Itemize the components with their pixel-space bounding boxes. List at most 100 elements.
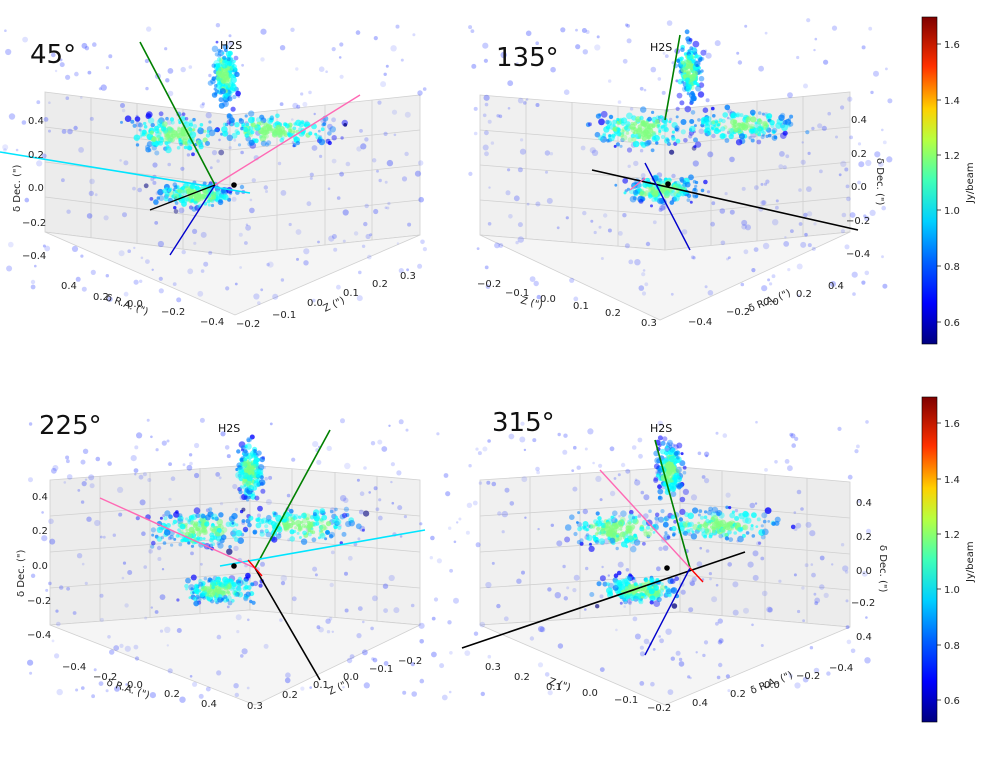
background-point bbox=[226, 454, 231, 459]
emission-point bbox=[603, 530, 607, 534]
emission-point bbox=[623, 191, 627, 195]
emission-point bbox=[757, 125, 764, 132]
emission-point bbox=[629, 195, 637, 203]
emission-point bbox=[321, 514, 328, 521]
emission-point bbox=[659, 186, 666, 194]
background-point bbox=[27, 659, 34, 666]
panel-135-black-axis bbox=[591, 169, 859, 231]
background-point bbox=[134, 656, 140, 661]
background-point bbox=[197, 290, 204, 297]
background-point bbox=[316, 625, 321, 630]
background-point bbox=[190, 551, 194, 556]
emission-point bbox=[680, 47, 685, 52]
emission-point bbox=[214, 83, 218, 88]
tick-label: −0.2 bbox=[161, 307, 185, 318]
emission-point bbox=[199, 123, 204, 127]
background-point bbox=[77, 489, 81, 492]
background-point bbox=[240, 150, 244, 155]
emission-point bbox=[255, 518, 260, 523]
background-point bbox=[788, 673, 793, 678]
background-point bbox=[393, 607, 400, 614]
emission-point bbox=[676, 92, 683, 99]
emission-point bbox=[689, 46, 694, 51]
background-point bbox=[349, 654, 355, 659]
background-point bbox=[715, 621, 719, 626]
emission-point bbox=[637, 133, 641, 138]
emission-point bbox=[235, 90, 241, 97]
emission-point bbox=[190, 574, 197, 581]
background-point bbox=[844, 167, 849, 172]
emission-point bbox=[738, 133, 746, 140]
background-point bbox=[151, 268, 154, 271]
background-point bbox=[857, 180, 861, 185]
emission-point bbox=[292, 144, 296, 148]
emission-point bbox=[689, 200, 693, 204]
emission-point bbox=[657, 435, 663, 441]
panel-225-angle-label: 225° bbox=[39, 411, 102, 441]
background-point bbox=[789, 432, 794, 437]
background-point bbox=[267, 261, 274, 268]
emission-point bbox=[693, 137, 698, 143]
emission-point bbox=[686, 84, 692, 90]
background-point bbox=[508, 433, 515, 440]
emission-point bbox=[736, 126, 742, 132]
emission-point bbox=[236, 131, 241, 135]
background-point bbox=[717, 618, 723, 624]
background-point bbox=[373, 486, 378, 491]
background-point bbox=[449, 651, 453, 655]
background-point bbox=[760, 200, 766, 206]
background-point bbox=[363, 682, 370, 689]
background-point bbox=[699, 546, 702, 550]
emission-point bbox=[708, 534, 713, 539]
background-point bbox=[441, 694, 448, 701]
emission-point bbox=[261, 456, 266, 460]
background-point bbox=[525, 30, 532, 37]
emission-point bbox=[693, 145, 697, 149]
background-point bbox=[121, 576, 125, 580]
emission-point bbox=[243, 596, 249, 602]
emission-point bbox=[620, 510, 627, 517]
background-point bbox=[678, 657, 683, 662]
background-point bbox=[192, 681, 198, 687]
emission-point bbox=[641, 127, 648, 134]
emission-point bbox=[322, 122, 327, 126]
panel-225-title: H2S bbox=[218, 422, 240, 435]
tick-label: −0.1 bbox=[369, 664, 393, 675]
background-point bbox=[123, 160, 129, 166]
background-point bbox=[688, 134, 693, 139]
background-point bbox=[628, 601, 632, 605]
panel-135-axes-lines bbox=[591, 34, 859, 251]
emission-point bbox=[170, 543, 174, 547]
emission-point bbox=[687, 71, 691, 76]
emission-point bbox=[218, 67, 224, 73]
background-point bbox=[186, 153, 191, 157]
background-point bbox=[639, 651, 646, 657]
background-point bbox=[881, 205, 886, 211]
background-point bbox=[447, 620, 452, 625]
background-point bbox=[475, 542, 481, 548]
background-point bbox=[521, 476, 528, 483]
background-point bbox=[168, 462, 173, 466]
background-point bbox=[199, 417, 205, 423]
background-point bbox=[858, 161, 865, 168]
emission-point bbox=[595, 520, 603, 527]
emission-point bbox=[616, 131, 622, 137]
emission-point bbox=[634, 515, 638, 520]
background-point bbox=[595, 475, 602, 482]
background-point bbox=[725, 674, 731, 679]
background-point bbox=[80, 500, 85, 504]
tick-label: 0.4 bbox=[856, 632, 872, 643]
background-point bbox=[390, 462, 395, 467]
background-point bbox=[727, 689, 731, 693]
emission-point bbox=[156, 196, 160, 200]
emission-point bbox=[211, 45, 219, 53]
emission-point bbox=[752, 127, 759, 134]
emission-point bbox=[621, 134, 628, 141]
background-point bbox=[105, 66, 109, 70]
emission-point bbox=[703, 179, 708, 185]
emission-point bbox=[202, 181, 207, 186]
emission-point bbox=[594, 532, 599, 536]
emission-point bbox=[210, 191, 217, 198]
emission-point bbox=[193, 507, 201, 514]
background-point bbox=[372, 595, 378, 602]
